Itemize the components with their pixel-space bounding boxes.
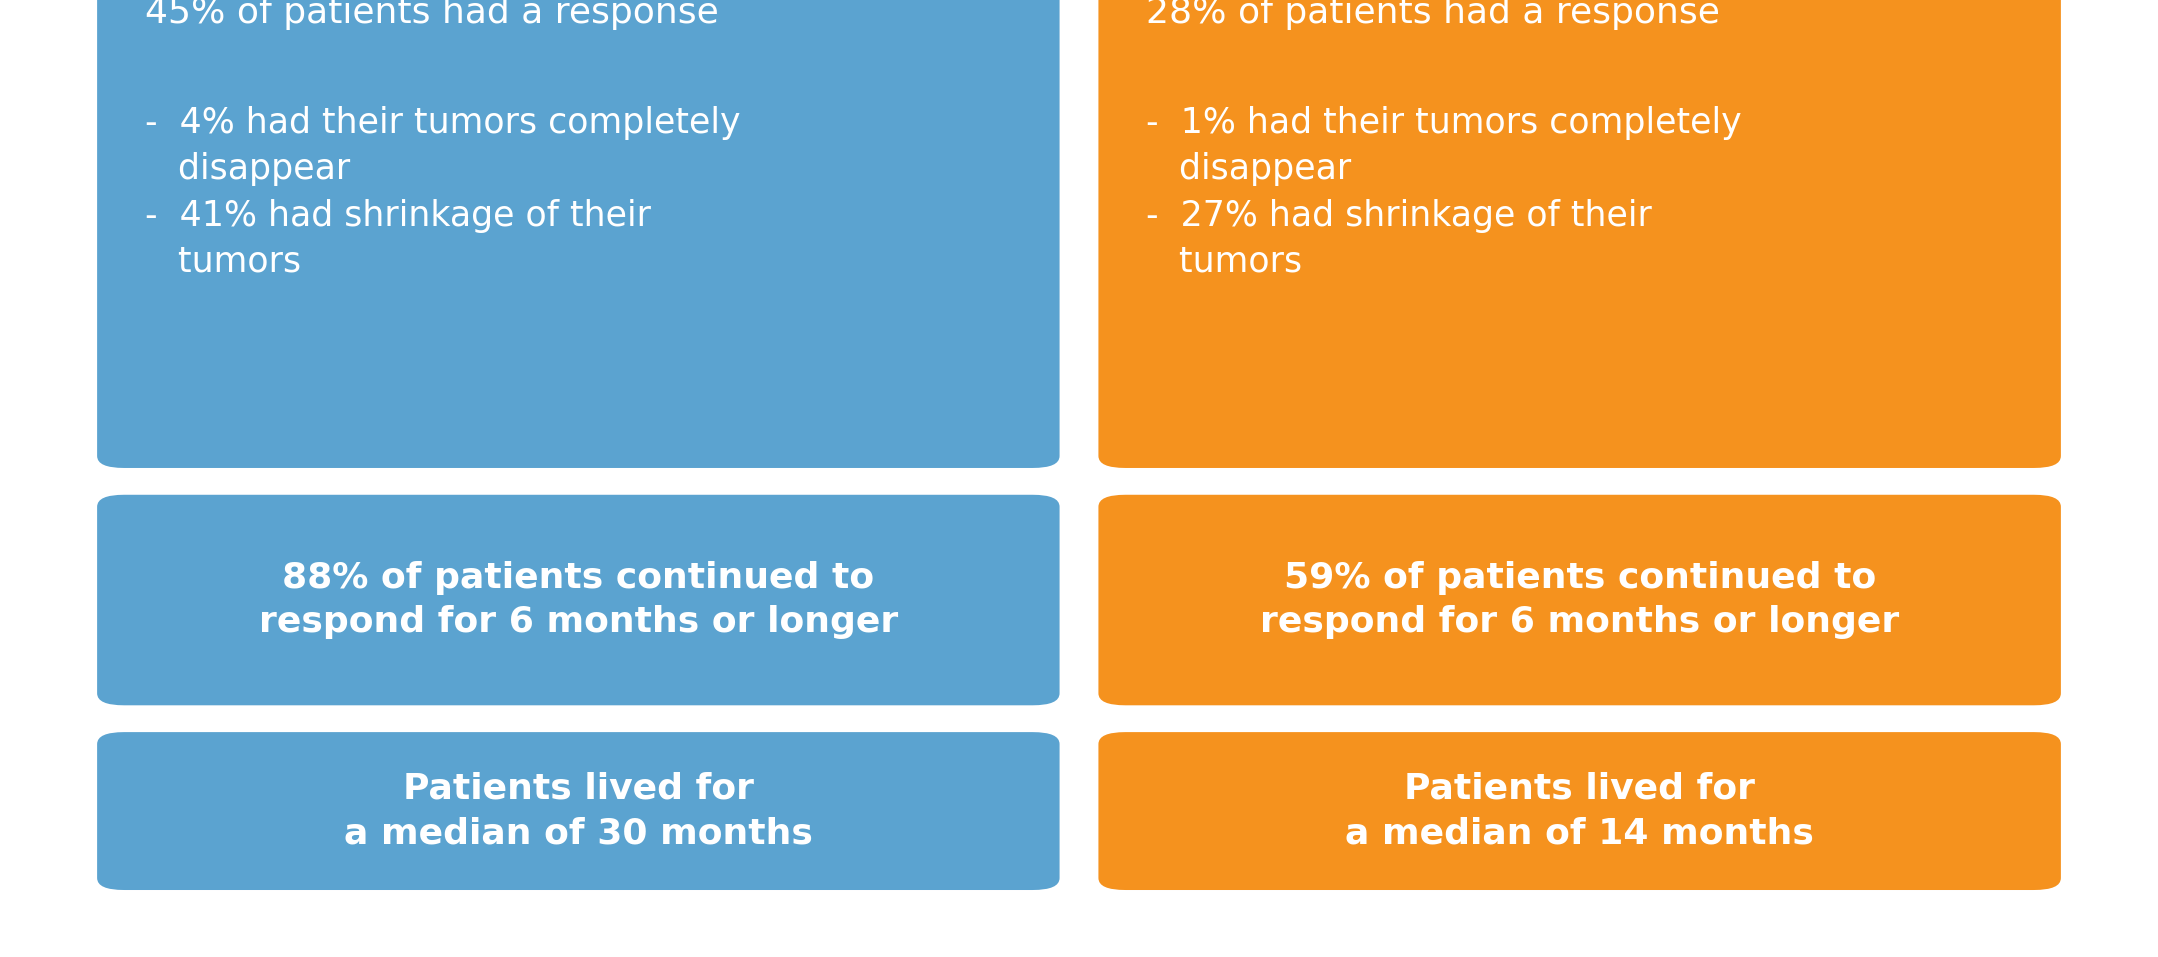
Text: 88% of patients continued to
respond for 6 months or longer: 88% of patients continued to respond for… — [259, 561, 898, 639]
FancyBboxPatch shape — [1098, 732, 2061, 890]
Text: 59% of patients continued to
respond for 6 months or longer: 59% of patients continued to respond for… — [1260, 561, 1899, 639]
FancyBboxPatch shape — [97, 495, 1060, 705]
FancyBboxPatch shape — [97, 732, 1060, 890]
Text: -  4% had their tumors completely
   disappear
-  41% had shrinkage of their
   : - 4% had their tumors completely disappe… — [145, 106, 740, 278]
FancyBboxPatch shape — [97, 0, 1060, 468]
Text: Patients lived for
a median of 30 months: Patients lived for a median of 30 months — [343, 771, 814, 851]
Text: Patients lived for
a median of 14 months: Patients lived for a median of 14 months — [1344, 771, 1815, 851]
Text: 28% of patients had a response: 28% of patients had a response — [1146, 0, 1720, 31]
FancyBboxPatch shape — [1098, 0, 2061, 468]
Text: -  1% had their tumors completely
   disappear
-  27% had shrinkage of their
   : - 1% had their tumors completely disappe… — [1146, 106, 1742, 278]
FancyBboxPatch shape — [1098, 495, 2061, 705]
Text: 45% of patients had a response: 45% of patients had a response — [145, 0, 719, 31]
